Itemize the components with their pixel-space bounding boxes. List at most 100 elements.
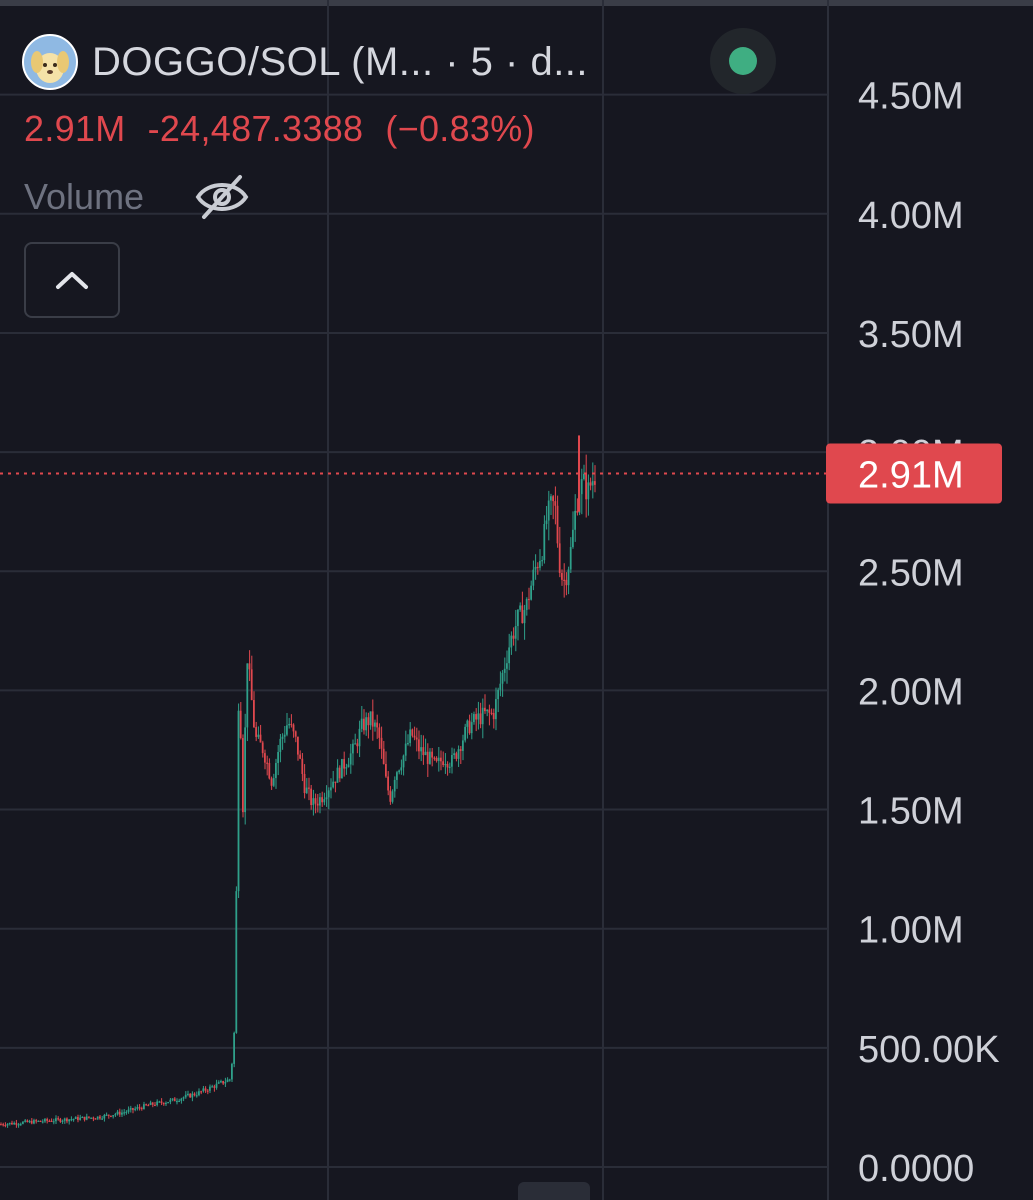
candle-body [224,1082,227,1084]
candle-body [268,762,271,779]
candle-body [358,728,361,747]
candle-body [200,1091,202,1093]
candle-body [576,510,579,513]
candle-body [140,1107,143,1110]
candle-body [39,1120,42,1122]
candle-body [407,742,409,745]
token-avatar [22,34,78,90]
candle-body [90,1117,92,1119]
candle-body [539,560,541,568]
price-summary: 2.91M -24,487.3388 (−0.83%) [24,108,557,150]
candle-body [250,669,253,701]
candle-body [121,1112,123,1115]
candle-body [88,1116,90,1118]
price-change: -24,487.3388 [147,108,364,149]
candle-body [101,1118,103,1120]
candle-body [475,714,477,720]
candle-body [330,787,332,791]
candle-body [286,725,288,735]
candle-body [6,1123,9,1126]
candle-body [294,731,297,737]
candle-body [191,1093,194,1098]
candle-body [301,758,304,774]
candle-body [123,1112,125,1114]
candle-body [127,1109,130,1112]
candle-body [261,742,264,754]
candle-body [429,751,431,764]
candle-body [484,707,486,712]
candle-body [556,505,559,544]
candle-body [508,647,510,664]
scroll-handle[interactable] [518,1182,590,1200]
candle-body [424,751,427,756]
candle-body [305,787,308,794]
candle-body [580,479,583,495]
candle-body [345,767,348,769]
candle-body [545,520,548,524]
candle-body [334,781,337,783]
candle-body [206,1090,209,1092]
candle-body [585,473,587,500]
candle-body [442,761,444,766]
candle-body [70,1119,73,1121]
candle-body [255,727,257,737]
candle-body [420,747,422,752]
candle-body [437,757,440,761]
candle-body [259,734,262,743]
candle-body [242,738,244,813]
candle-body [528,598,530,601]
candle-body [72,1118,75,1121]
candle-body [473,714,475,723]
candle-body [63,1118,66,1121]
candle-body [356,743,359,747]
connection-status[interactable] [710,28,776,94]
candle-body [341,759,343,779]
candle-body [488,709,491,713]
candle-body [589,482,592,486]
candle-body [165,1102,167,1105]
candle-body [162,1102,165,1105]
candle-body [354,743,356,745]
candle-body [396,772,398,780]
candle-body [189,1093,191,1098]
candle-body [569,547,572,570]
candle-body [363,718,365,731]
current-price: 2.91M [24,108,126,149]
candle-body [466,720,469,727]
candle-body [110,1115,112,1117]
candle-body [226,1079,229,1083]
candle-body [266,762,268,764]
candle-body [195,1095,198,1097]
candle-body [248,663,251,670]
last-price-badge [826,443,1002,504]
candle-body [275,763,277,779]
candle-body [158,1101,161,1103]
candle-body [352,743,354,754]
candle-body [81,1116,84,1119]
candle-body [525,598,528,611]
candle-body [235,891,238,1033]
candle-body [228,1079,231,1081]
candle-body [35,1120,37,1122]
candle-body [41,1121,44,1123]
candle-body [246,663,249,728]
candle-body [96,1116,99,1119]
candle-body [92,1117,95,1119]
collapse-button[interactable] [24,242,120,318]
candle-body [215,1083,218,1088]
eye-off-icon[interactable] [194,173,250,221]
candle-body [512,635,515,639]
candle-body [481,707,484,725]
candle-body [239,710,242,739]
chart-header: DOGGO/SOL (M... · 5 · d... [22,30,588,94]
candle-body [290,723,293,726]
candle-body [462,740,464,751]
pair-title[interactable]: DOGGO/SOL (M... · 5 · d... [92,39,589,84]
candle-body [244,727,246,813]
candle-body [233,1032,235,1064]
candle-body [440,757,442,762]
price-axis[interactable]: 0.0000500.00K1.00M1.50M2.00M2.50M3.00M3.… [858,76,1000,1190]
candle-body [85,1116,88,1120]
candle-body [510,635,513,648]
